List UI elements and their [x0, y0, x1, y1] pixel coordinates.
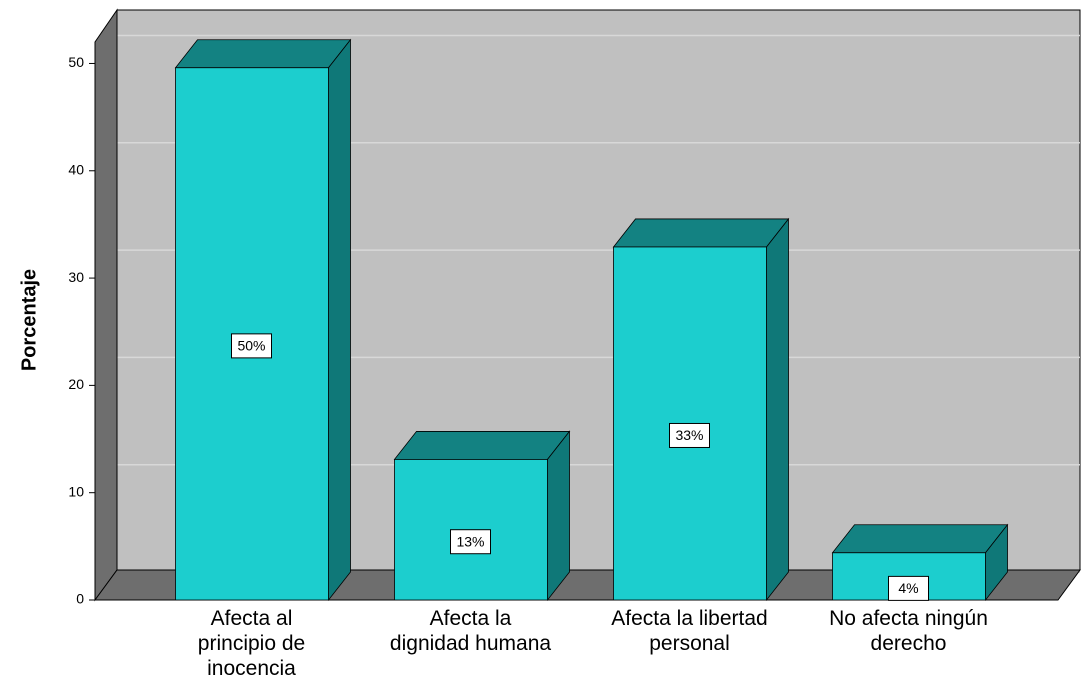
- bar-side: [547, 430, 570, 602]
- value-label: 13%: [456, 533, 484, 549]
- x-tick-label: Afecta al principio de inocencia: [197, 607, 306, 680]
- y-tick-label: 10: [68, 483, 84, 499]
- bar-side: [766, 217, 789, 602]
- value-label-box: [231, 333, 272, 359]
- bar-top: [831, 524, 1009, 554]
- y-tick-label: 20: [68, 376, 84, 392]
- bars: 50% 13% 33% 4%: [174, 38, 1009, 602]
- bar-side: [328, 38, 351, 602]
- value-label: 33%: [675, 427, 703, 443]
- y-tick-label: 40: [68, 161, 84, 177]
- y-tick-label: 0: [76, 591, 84, 607]
- y-axis-label: Porcentaje: [18, 269, 40, 371]
- value-label-box: [888, 575, 929, 601]
- bar-top: [612, 218, 790, 248]
- value-label: 50%: [237, 338, 265, 354]
- y-tick-label: 30: [68, 269, 84, 285]
- bar-top: [393, 431, 571, 460]
- value-label-box: [450, 529, 491, 555]
- value-label: 4%: [898, 580, 918, 596]
- x-tick-label: No afecta ningún derecho: [829, 607, 988, 655]
- x-tick-label: Afecta la dignidad humana: [389, 607, 552, 655]
- value-label-box: [669, 422, 710, 448]
- left-wall: [94, 8, 118, 602]
- y-tick-label: 50: [68, 54, 84, 70]
- x-tick-label: Afecta la libertad personal: [611, 607, 768, 655]
- bar-top: [174, 39, 352, 69]
